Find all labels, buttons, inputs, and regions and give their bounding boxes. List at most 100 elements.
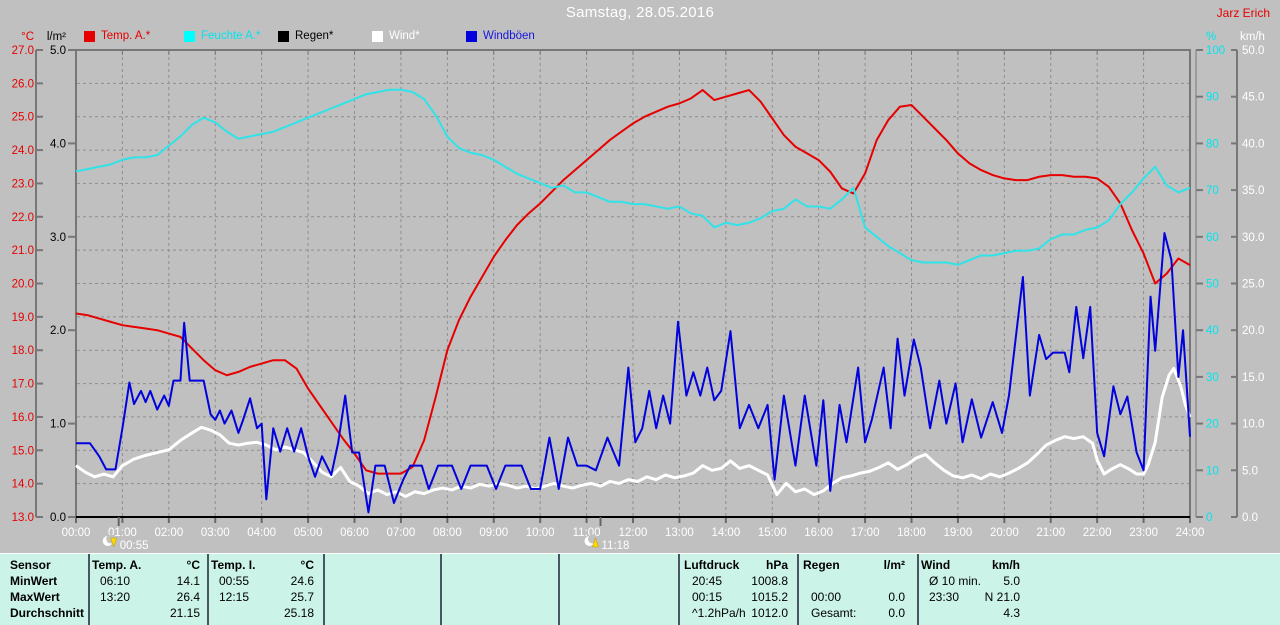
- table-row: Ø 10 min. 5.0: [921, 573, 1020, 589]
- humidity-tick-label: 40: [1206, 325, 1219, 337]
- temp-tick-label: 23.0: [12, 178, 34, 190]
- wind-tick-label: 30.0: [1242, 232, 1264, 244]
- astro-marker-time: 00:55: [120, 540, 149, 552]
- cell-time: ^1.2hPa/h: [692, 606, 746, 620]
- rain-tick-label: 4.0: [50, 138, 66, 150]
- table-row: 20:45 1008.8: [684, 573, 788, 589]
- legend-swatch: [466, 30, 477, 42]
- column-unit: °C: [186, 558, 200, 572]
- x-tick-label: 23:00: [1129, 527, 1158, 539]
- table-column-temp-i-: Temp. I. °C 00:55 24.6 12:15 25.7 25.18: [211, 557, 314, 621]
- humidity-tick-label: 10: [1206, 465, 1219, 477]
- temp-tick-label: 21.0: [12, 245, 34, 257]
- x-tick-label: 12:00: [619, 527, 648, 539]
- cell-value: 25.18: [283, 606, 314, 620]
- wind-tick-label: 25.0: [1242, 279, 1264, 291]
- cell-value: 21.15: [169, 606, 200, 620]
- station-owner-watermark: Jarz Erich: [1216, 6, 1270, 20]
- table-column-temp-a-: Temp. A. °C 06:10 14.1 13:20 26.4 21.15: [92, 557, 200, 621]
- legend-label: Regen*: [295, 30, 334, 42]
- temp-tick-label: 14.0: [12, 479, 34, 491]
- wind-axis-unit: km/h: [1240, 31, 1265, 43]
- humidity-tick-label: 100: [1206, 45, 1225, 57]
- cell-time: 00:15: [692, 590, 723, 604]
- table-row: 00:15 1015.2: [684, 589, 788, 605]
- table-row: 00:55 24.6: [211, 573, 314, 589]
- cell-value: 14.1: [176, 574, 200, 588]
- legend-item-regen-: Regen*: [278, 29, 333, 43]
- humidity-tick-label: 60: [1206, 232, 1219, 244]
- wind-tick-label: 35.0: [1242, 185, 1264, 197]
- table-column-separator: [88, 554, 90, 625]
- cell-time: 20:45: [692, 574, 723, 588]
- wind-tick-label: 0.0: [1242, 512, 1258, 524]
- column-unit: km/h: [991, 558, 1020, 572]
- x-tick-label: 01:00: [108, 527, 137, 539]
- cell-value: 1015.2: [751, 590, 788, 604]
- rain-axis: 5.0 4.0 3.0 2.0 1.0 0.0 l/m²: [47, 31, 76, 524]
- temp-tick-label: 16.0: [12, 412, 34, 424]
- wind-tick-label: 45.0: [1242, 92, 1264, 104]
- statistics-table: Sensor MinWert MaxWert Durchschnitt Temp. A.…: [0, 553, 1280, 625]
- x-tick-label: 18:00: [897, 527, 926, 539]
- rain-tick-label: 5.0: [50, 45, 66, 57]
- rain-tick-label: 0.0: [50, 512, 66, 524]
- cell-time: 00:55: [219, 574, 250, 588]
- row-label: Sensor: [10, 558, 51, 572]
- series-windb-en-line: [76, 232, 1191, 514]
- table-row: 12:15 25.7: [211, 589, 314, 605]
- table-column-wind: Wind km/h Ø 10 min. 5.0 23:30 N 21.0 4.3: [921, 557, 1020, 621]
- column-title: Luftdruck: [684, 558, 740, 572]
- table-row: Gesamt: 0.0: [803, 605, 905, 621]
- column-unit: l/m²: [883, 558, 905, 572]
- x-tick-label: 21:00: [1036, 527, 1065, 539]
- table-row: 00:00 0.0: [803, 589, 905, 605]
- humidity-axis-unit: %: [1206, 31, 1216, 43]
- legend-item-feuchte-a-: Feuchte A.*: [184, 29, 260, 43]
- x-tick-label: 09:00: [479, 527, 508, 539]
- table-column-separator: [207, 554, 209, 625]
- temp-tick-label: 20.0: [12, 279, 34, 291]
- temp-tick-label: 22.0: [12, 212, 34, 224]
- cell-time: Gesamt:: [811, 606, 857, 620]
- cell-time: 23:30: [929, 590, 960, 604]
- cell-value: 4.3: [1003, 606, 1020, 620]
- legend-item-windb-en: Windböen: [466, 29, 535, 43]
- temp-tick-label: 24.0: [12, 145, 34, 157]
- wind-tick-label: 5.0: [1242, 465, 1258, 477]
- legend-label: Temp. A.*: [101, 30, 151, 42]
- astro-marker: 00:55: [102, 517, 149, 552]
- grid-lines: [77, 51, 1189, 516]
- humidity-tick-label: 30: [1206, 372, 1219, 384]
- row-label: Durchschnitt: [10, 606, 85, 620]
- cell-time: [921, 605, 929, 621]
- x-tick-label: 04:00: [247, 527, 276, 539]
- chart-date-title: Samstag, 28.05.2016: [565, 4, 715, 21]
- wind-tick-label: 10.0: [1242, 419, 1264, 431]
- astro-marker-time: 11:18: [602, 540, 630, 552]
- x-tick-label: 19:00: [944, 527, 973, 539]
- x-tick-label: 22:00: [1083, 527, 1112, 539]
- humidity-tick-label: 90: [1206, 92, 1219, 104]
- cell-value: 25.7: [290, 590, 314, 604]
- legend-swatch: [84, 30, 95, 42]
- temp-tick-label: 25.0: [12, 112, 34, 124]
- x-tick-label: 10:00: [526, 527, 555, 539]
- table-column-separator: [797, 554, 799, 625]
- cell-value: N 21.0: [984, 590, 1020, 604]
- temp-tick-label: 19.0: [12, 312, 34, 324]
- legend-swatch: [184, 30, 195, 42]
- table-row-labels: Sensor MinWert MaxWert Durchschnitt: [10, 557, 84, 621]
- rain-tick-label: 2.0: [50, 325, 66, 337]
- x-tick-label: 17:00: [851, 527, 880, 539]
- humidity-tick-label: 80: [1206, 138, 1219, 150]
- table-row: 23:30 N 21.0: [921, 589, 1020, 605]
- x-tick-label: 13:00: [665, 527, 694, 539]
- cell-value: 24.6: [290, 574, 314, 588]
- cell-time: 00:00: [811, 590, 842, 604]
- table-row: 06:10 14.1: [92, 573, 200, 589]
- cell-value: 1008.8: [751, 574, 788, 588]
- x-tick-label: 16:00: [804, 527, 833, 539]
- rain-tick-label: 3.0: [50, 232, 66, 244]
